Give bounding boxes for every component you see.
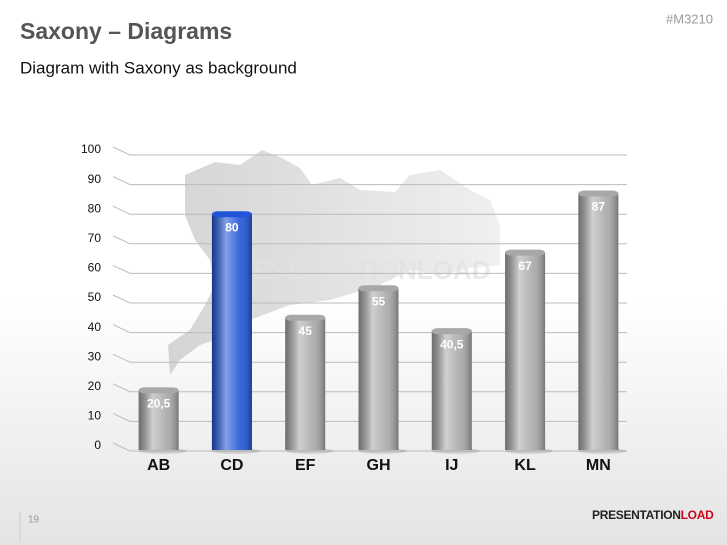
x-tick-label: IJ [445,457,458,474]
grid-line [112,264,627,274]
bar-shine [211,214,252,450]
y-tick-label: 80 [88,201,102,215]
y-tick-label: 0 [94,438,101,452]
value-label: 45 [299,324,313,338]
bar-cap [285,314,326,321]
logo-left: PRESENTATIONLOAD [592,508,714,522]
watermark: PRESENTATIONLOAD [217,255,490,285]
bar-cap [358,285,399,292]
bar-cap [431,328,472,335]
y-tick-label: 100 [81,142,101,156]
y-tick-label: 10 [88,409,102,423]
slide-title: Saxony – Diagrams [20,18,232,44]
grid-line [112,235,627,245]
y-tick-label: 90 [88,172,102,186]
page-number: 19 [28,515,40,526]
bar-shine [578,193,619,451]
grid-line [112,176,627,186]
slide-subtitle: Diagram with Saxony as background [20,58,297,77]
grid-line [112,442,627,452]
bar-cap [505,249,546,256]
slide-code: #M3210 [666,11,713,26]
logo-text: PRESENTATION [592,508,681,522]
y-tick-label: 60 [88,261,102,275]
bar-shine [358,288,399,450]
x-tick-label: KL [514,457,536,474]
x-tick-label: GH [367,457,391,474]
grid-line [112,146,627,156]
y-tick-label: 30 [88,349,102,363]
bar-shine [138,390,179,450]
value-label: 67 [518,259,532,273]
y-tick-label: 50 [88,290,102,304]
bar-cap [211,211,252,218]
x-tick-label: MN [586,457,611,474]
value-label: 40,5 [440,337,464,351]
y-tick-label: 40 [88,320,102,334]
y-tick-label: 20 [88,379,102,393]
value-label: 80 [225,220,239,234]
bar-cap [138,387,179,394]
value-label: 20,5 [147,396,171,410]
value-label: 87 [592,200,606,214]
chart: 0 10 20 30 40 50 60 70 80 90 100 20,5 AB 80 CD 45 EF 55 GH… [81,142,627,474]
bar-shine [505,252,546,450]
logo-accent: LOAD [681,508,714,522]
x-tick-label: CD [220,457,243,474]
y-tick-label: 70 [88,231,102,245]
grid-line [112,205,627,215]
value-label: 55 [372,294,386,308]
bar-shine [285,317,326,450]
bar-cap [578,190,619,197]
x-tick-label: AB [147,457,170,474]
x-tick-label: EF [295,457,316,474]
bar-shine [431,331,472,450]
grid-line [112,294,627,304]
